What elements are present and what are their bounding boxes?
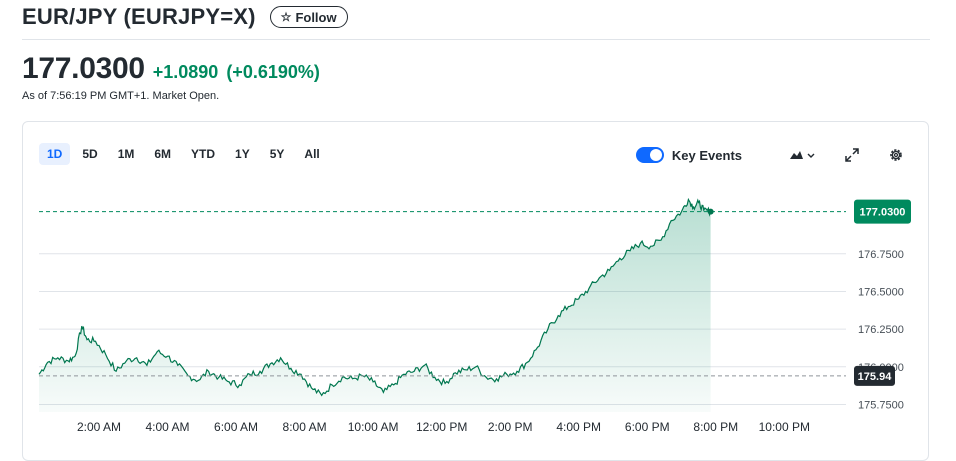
range-tab-1m[interactable]: 1M: [117, 147, 135, 161]
expand-button[interactable]: [840, 143, 864, 167]
mountain-chart-icon: [790, 151, 815, 159]
range-tab-1y[interactable]: 1Y: [235, 147, 250, 161]
follow-button[interactable]: ☆ Follow: [269, 6, 348, 28]
chart-controls: Key Events: [635, 143, 908, 167]
range-tab-1d[interactable]: 1D: [39, 143, 71, 165]
star-outline-icon: ☆: [280, 10, 292, 24]
previous-close-label: 175.94: [858, 371, 893, 383]
y-tick-label: 176.7500: [858, 249, 904, 261]
range-tab-all[interactable]: All: [304, 147, 320, 161]
follow-label: Follow: [295, 9, 337, 25]
x-tick-label: 10:00 AM: [348, 420, 399, 434]
previous-close-badge: [854, 365, 895, 386]
price-chart[interactable]: 176.7500176.5000176.2500176.0000175.7500…: [23, 122, 928, 460]
expand-icon: [845, 148, 859, 162]
x-tick-label: 8:00 PM: [693, 420, 738, 434]
key-events-toggle[interactable]: [635, 147, 664, 163]
price-row: 177.0300 +1.0890 (+0.6190%): [22, 52, 320, 86]
x-tick-label: 10:00 PM: [759, 420, 810, 434]
quote-header: EUR/JPY (EURJPY=X) ☆ Follow: [22, 4, 348, 30]
current-price-label: 177.0300: [860, 207, 906, 219]
y-tick-label: 176.5000: [858, 286, 904, 298]
x-tick-label: 12:00 PM: [416, 420, 467, 434]
key-events-label: Key Events: [671, 147, 742, 163]
chart-panel: 176.7500176.5000176.2500176.0000175.7500…: [22, 121, 929, 461]
x-tick-label: 6:00 PM: [625, 420, 670, 434]
x-tick-label: 2:00 PM: [488, 420, 533, 434]
price-line: [38, 197, 712, 397]
x-tick-label: 4:00 PM: [556, 420, 601, 434]
range-tab-6m[interactable]: 6M: [154, 147, 172, 161]
price-change-percent: (+0.6190%): [226, 62, 320, 82]
page-title: EUR/JPY (EURJPY=X): [22, 4, 256, 29]
settings-button[interactable]: [884, 143, 908, 167]
range-tabs: 1D 5D 1M 6M YTD 1Y 5Y All: [39, 143, 328, 165]
x-tick-label: 6:00 AM: [214, 420, 258, 434]
range-tab-ytd[interactable]: YTD: [191, 147, 216, 161]
x-tick-label: 4:00 AM: [145, 420, 189, 434]
chart-type-button[interactable]: [786, 143, 818, 167]
x-tick-label: 8:00 AM: [283, 420, 327, 434]
current-price-dot: [707, 208, 714, 215]
current-price-badge: [854, 199, 911, 224]
quote-timestamp: As of 7:56:19 PM GMT+1. Market Open.: [22, 90, 220, 102]
current-price: 177.0300: [22, 52, 145, 85]
price-area: [39, 199, 711, 412]
price-change: +1.0890: [152, 62, 219, 82]
gear-icon: [890, 149, 902, 161]
y-tick-label: 176.2500: [858, 324, 904, 336]
x-tick-label: 2:00 AM: [77, 420, 121, 434]
y-tick-label: 175.7500: [858, 399, 904, 411]
range-tab-5d[interactable]: 5D: [82, 147, 98, 161]
range-tab-5y[interactable]: 5Y: [269, 147, 285, 161]
header-divider: [22, 39, 930, 40]
